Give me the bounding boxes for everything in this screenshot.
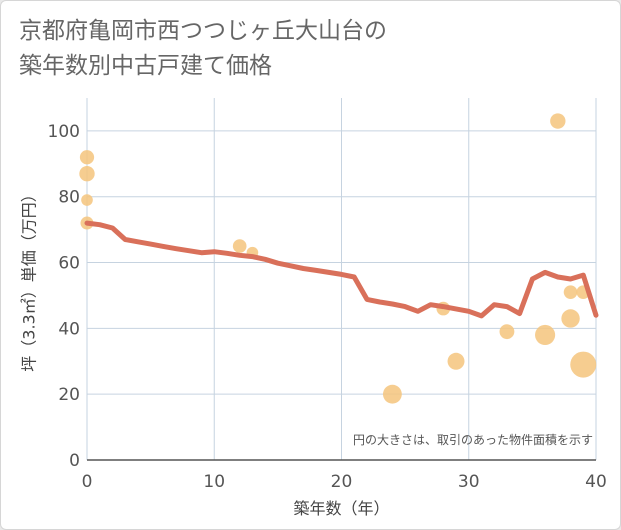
x-tick-label-40: 40 xyxy=(585,472,607,492)
y-tick-label-40: 40 xyxy=(58,319,80,339)
data-point-9 xyxy=(499,324,515,340)
x-tick-label-10: 10 xyxy=(203,472,225,492)
bubble-points xyxy=(79,113,597,404)
chart-title-line1: 京都府亀岡市西つつじヶ丘大山台の xyxy=(19,18,387,44)
data-point-2 xyxy=(81,194,93,206)
data-point-1 xyxy=(79,166,95,182)
y-tick-label-60: 60 xyxy=(58,254,80,274)
x-tick-label-30: 30 xyxy=(458,472,480,492)
grid-lines xyxy=(86,98,597,460)
data-point-0 xyxy=(79,150,95,165)
y-axis-label: 坪（3.3㎡）単価（万円） xyxy=(20,186,39,371)
y-tick-label-0: 0 xyxy=(69,451,80,471)
x-tick-label-20: 20 xyxy=(331,472,353,492)
x-axis-label: 築年数（年） xyxy=(293,499,389,518)
chart-title-line2: 築年数別中古戸建て価格 xyxy=(19,53,272,79)
data-point-4 xyxy=(232,239,247,253)
data-point-11 xyxy=(550,113,566,129)
size-note: 円の大きさは、取引のあった物件面積を示す xyxy=(353,432,593,447)
x-tick-label-0: 0 xyxy=(82,472,93,492)
y-tick-label-100: 100 xyxy=(48,122,80,142)
data-point-8 xyxy=(447,352,465,370)
chart-title: 京都府亀岡市西つつじヶ丘大山台の 築年数別中古戸建て価格 xyxy=(19,14,579,84)
y-tick-label-80: 80 xyxy=(58,188,80,208)
data-point-13 xyxy=(561,309,580,328)
y-tick-label-20: 20 xyxy=(58,385,80,405)
data-point-12 xyxy=(563,285,578,299)
data-point-6 xyxy=(382,384,402,404)
data-point-10 xyxy=(535,324,556,346)
trend-line xyxy=(84,220,599,319)
tick-labels: 0 10 20 30 40 0 20 40 60 80 100 xyxy=(48,122,607,492)
data-point-15 xyxy=(570,351,597,378)
